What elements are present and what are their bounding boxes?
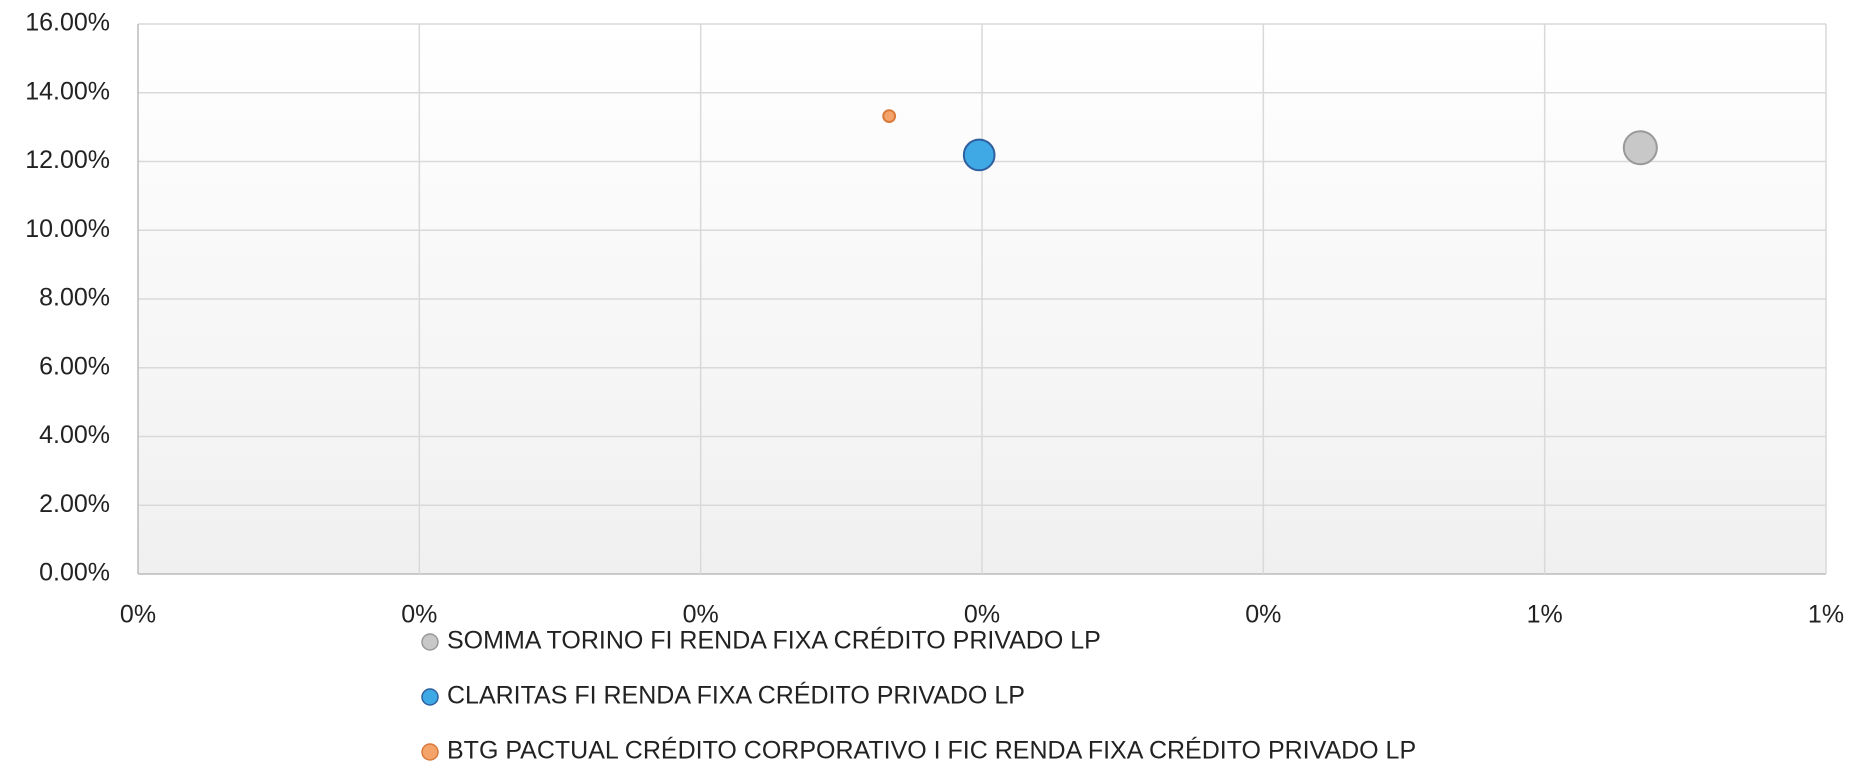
x-tick-label: 0% bbox=[120, 601, 156, 629]
y-tick-label: 2.00% bbox=[39, 490, 110, 518]
x-tick-label: 0% bbox=[1245, 601, 1281, 629]
x-tick-label: 0% bbox=[401, 601, 437, 629]
y-tick-label: 8.00% bbox=[39, 284, 110, 312]
legend-label: SOMMA TORINO FI RENDA FIXA CRÉDITO PRIVA… bbox=[447, 626, 1101, 655]
x-tick-label: 0% bbox=[964, 601, 1000, 629]
x-tick-label: 1% bbox=[1808, 601, 1844, 629]
y-tick-label: 16.00% bbox=[25, 9, 110, 37]
bubble bbox=[882, 109, 897, 124]
x-tick-label: 1% bbox=[1527, 601, 1563, 629]
bubble bbox=[962, 138, 996, 172]
y-tick-label: 4.00% bbox=[39, 421, 110, 449]
y-tick-label: 0.00% bbox=[39, 559, 110, 587]
bubble bbox=[1622, 130, 1658, 166]
y-tick-label: 14.00% bbox=[25, 77, 110, 105]
y-tick-label: 10.00% bbox=[25, 215, 110, 243]
legend-marker bbox=[421, 633, 439, 651]
x-tick-label: 0% bbox=[683, 601, 719, 629]
y-tick-label: 6.00% bbox=[39, 352, 110, 380]
legend-label: CLARITAS FI RENDA FIXA CRÉDITO PRIVADO L… bbox=[447, 681, 1025, 710]
y-tick-label: 12.00% bbox=[25, 146, 110, 174]
legend-marker bbox=[421, 743, 439, 761]
legend-label: BTG PACTUAL CRÉDITO CORPORATIVO I FIC RE… bbox=[447, 736, 1416, 765]
legend-marker bbox=[421, 688, 439, 706]
